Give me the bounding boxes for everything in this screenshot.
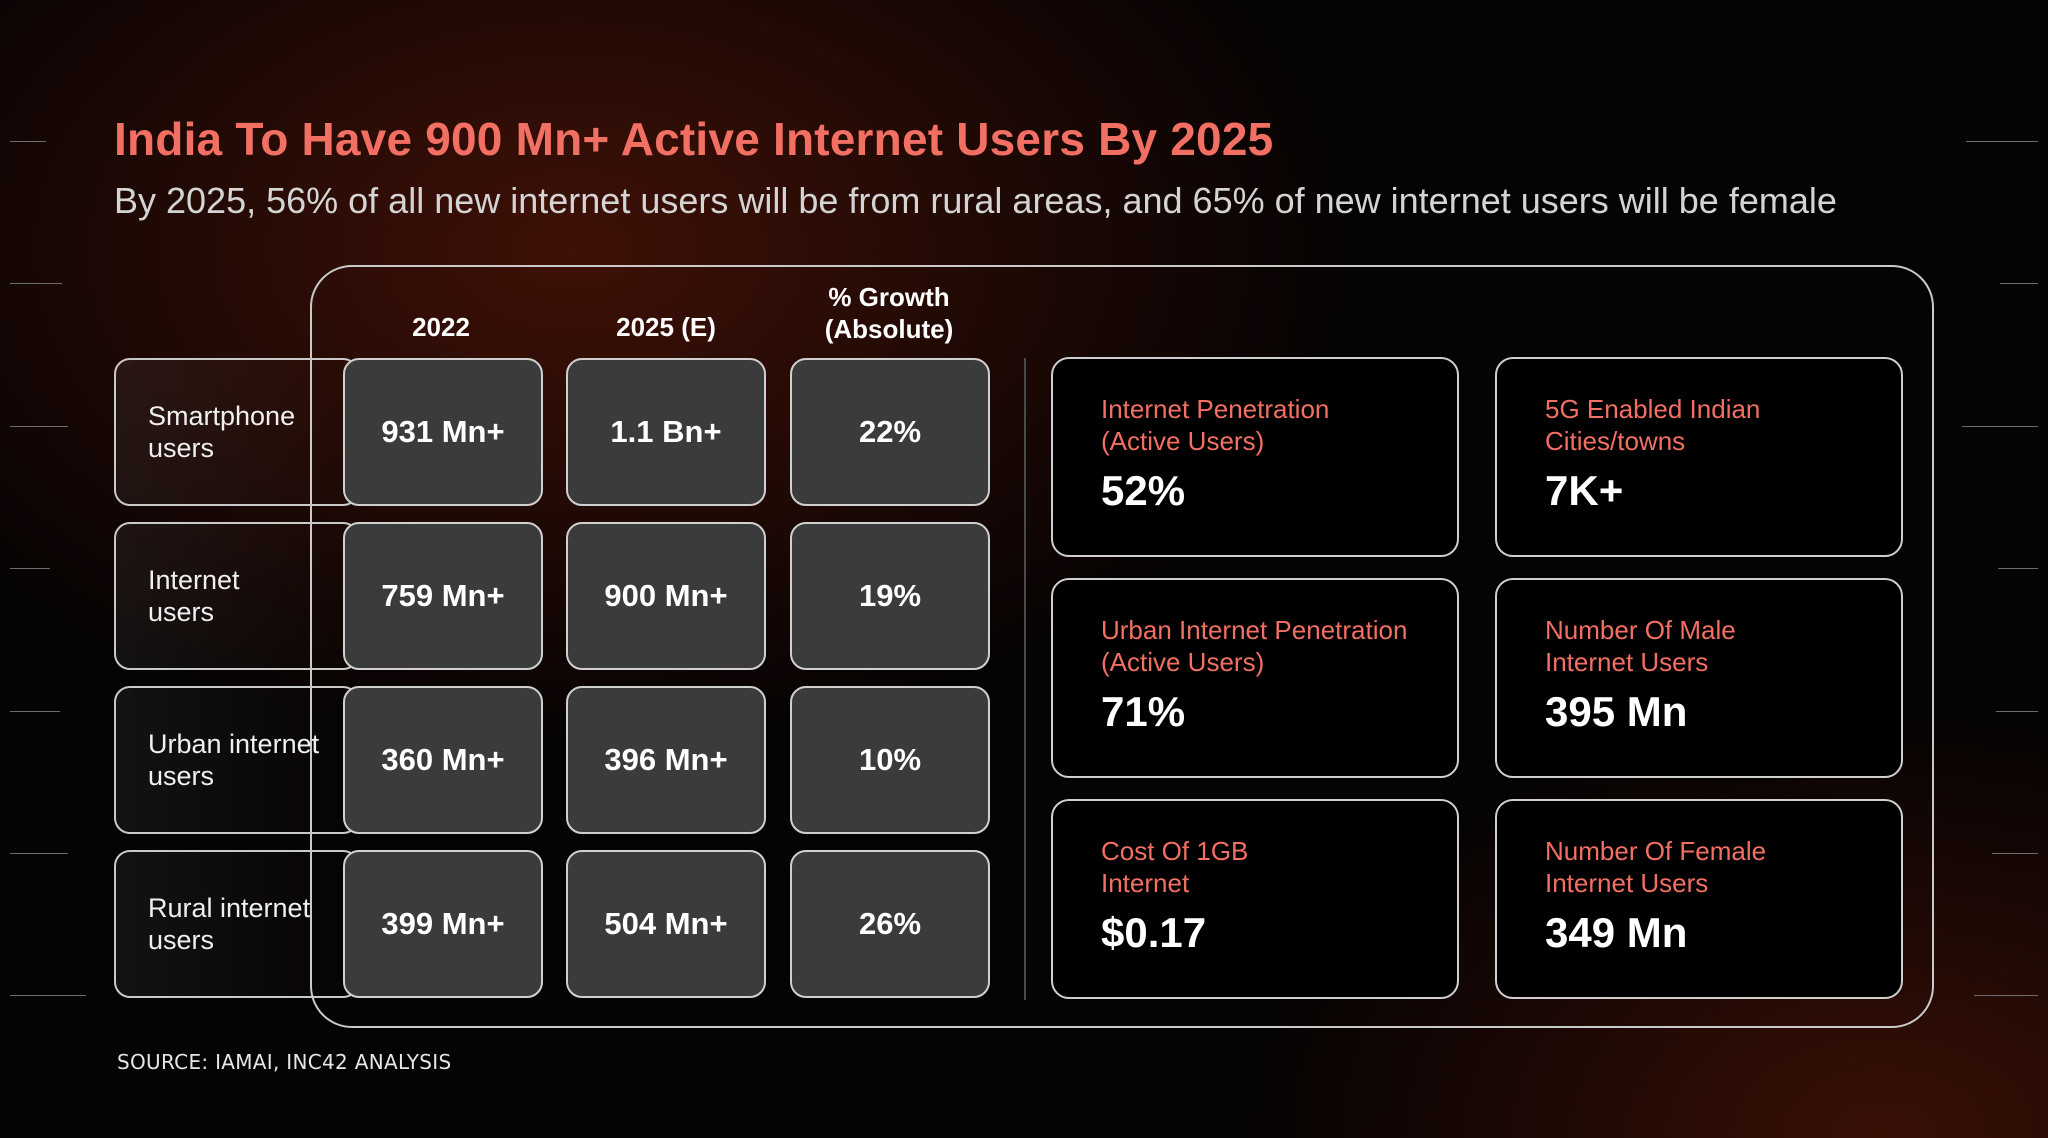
- table-cell: 399 Mn+: [343, 850, 543, 998]
- row-label-rural-internet-users: Rural internet users: [114, 850, 359, 998]
- stat-card-internet-penetration: Internet Penetration (Active Users) 52%: [1051, 357, 1459, 557]
- page-subtitle: By 2025, 56% of all new internet users w…: [114, 180, 1837, 221]
- column-header-2025: 2025 (E): [616, 312, 716, 342]
- row-label-text: Smartphone users: [148, 401, 296, 463]
- edge-tick: [1966, 141, 2038, 142]
- row-label-urban-internet-users: Urban internet users: [114, 686, 359, 834]
- stat-value: 7K+: [1545, 467, 1624, 514]
- edge-tick: [10, 853, 68, 854]
- page-title: India To Have 900 Mn+ Active Internet Us…: [114, 113, 1274, 165]
- stat-card-male-users: Number Of Male Internet Users 395 Mn: [1495, 578, 1903, 778]
- section-divider: [1024, 358, 1026, 1000]
- stat-label: 5G Enabled Indian Cities/towns: [1545, 394, 1761, 456]
- stat-card-urban-penetration: Urban Internet Penetration (Active Users…: [1051, 578, 1459, 778]
- edge-tick: [10, 568, 50, 569]
- stat-value: 349 Mn: [1545, 909, 1688, 956]
- source-note: SOURCE: IAMAI, INC42 ANALYSIS: [117, 1050, 452, 1074]
- stat-label: Number Of Male Internet Users: [1545, 615, 1736, 677]
- stat-value: 52%: [1101, 467, 1186, 514]
- stat-label: Internet Penetration (Active Users): [1101, 394, 1330, 456]
- stat-value: 395 Mn: [1545, 688, 1688, 735]
- table-cell: 22%: [790, 358, 990, 506]
- table-cell: 759 Mn+: [343, 522, 543, 670]
- edge-tick: [1962, 426, 2038, 427]
- edge-tick: [10, 426, 68, 427]
- column-header-2022: 2022: [412, 312, 470, 342]
- table-cell: 900 Mn+: [566, 522, 766, 670]
- edge-tick: [10, 141, 46, 142]
- table-cell: 26%: [790, 850, 990, 998]
- column-header-growth: % Growth (Absolute): [824, 282, 954, 344]
- edge-tick: [10, 711, 60, 712]
- table-cell: 10%: [790, 686, 990, 834]
- table-cell: 396 Mn+: [566, 686, 766, 834]
- row-label-text: Internet users: [148, 565, 240, 627]
- edge-tick: [2000, 283, 2038, 284]
- table-cell: 19%: [790, 522, 990, 670]
- edge-tick: [1992, 853, 2038, 854]
- stat-label: Cost Of 1GB Internet: [1101, 836, 1249, 898]
- table-cell: 1.1 Bn+: [566, 358, 766, 506]
- stat-card-5g-cities: 5G Enabled Indian Cities/towns 7K+: [1495, 357, 1903, 557]
- stat-card-female-users: Number Of Female Internet Users 349 Mn: [1495, 799, 1903, 999]
- table-cell: 504 Mn+: [566, 850, 766, 998]
- stat-label: Urban Internet Penetration (Active Users…: [1101, 615, 1408, 677]
- row-label-text: Urban internet users: [148, 729, 320, 791]
- content-frame: [310, 265, 1934, 1028]
- edge-tick: [1996, 711, 2038, 712]
- row-label-internet-users: Internet users: [114, 522, 359, 670]
- table-cell: 360 Mn+: [343, 686, 543, 834]
- edge-tick: [10, 995, 86, 996]
- edge-tick: [10, 283, 62, 284]
- stat-value: $0.17: [1101, 909, 1207, 956]
- edge-tick: [1998, 568, 2038, 569]
- stat-card-cost-1gb: Cost Of 1GB Internet $0.17: [1051, 799, 1459, 999]
- table-cell: 931 Mn+: [343, 358, 543, 506]
- stat-label: Number Of Female Internet Users: [1545, 836, 1767, 898]
- row-label-smartphone-users: Smartphone users: [114, 358, 359, 506]
- edge-tick: [1974, 995, 2038, 996]
- stat-value: 71%: [1101, 688, 1186, 735]
- row-label-text: Rural internet users: [148, 893, 311, 955]
